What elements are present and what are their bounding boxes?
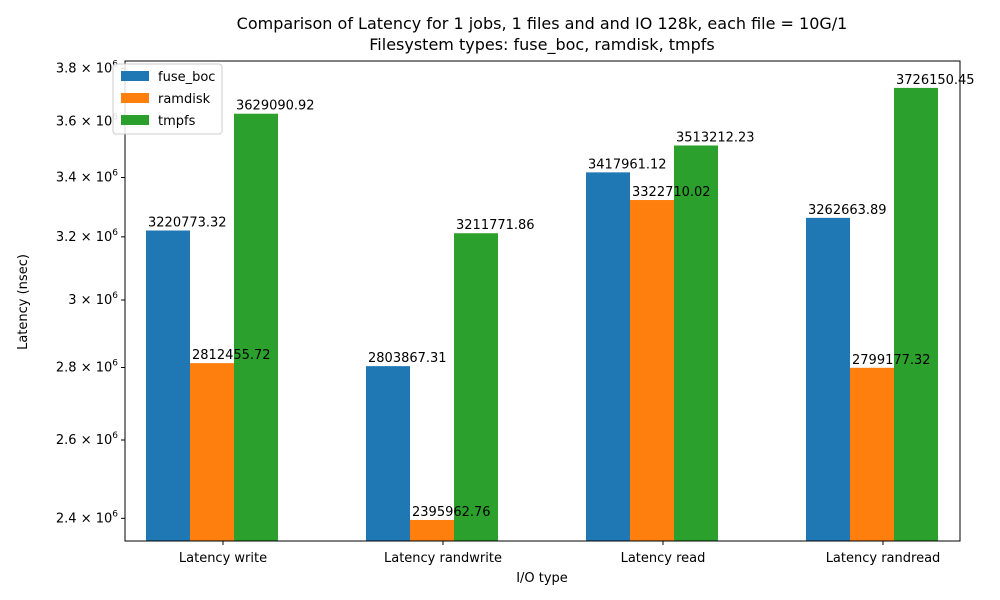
y-tick-label: 3 × 106: [68, 291, 118, 308]
y-tick-label: 3.8 × 106: [56, 60, 118, 77]
bar-ramdisk: [850, 367, 894, 541]
legend-swatch-tmpfs: [121, 115, 149, 125]
y-tick-label: 2.6 × 106: [56, 431, 118, 448]
bar-value-label: 3262663.89: [808, 203, 887, 218]
legend-label-fuse_boc: fuse_boc: [158, 70, 215, 85]
bar-value-label: 3322710.02: [632, 185, 711, 200]
bar-value-label: 2799177.32: [852, 353, 931, 368]
legend-label-ramdisk: ramdisk: [158, 92, 211, 107]
bar-value-label: 2395962.76: [412, 505, 491, 520]
y-tick-label: 3.6 × 106: [56, 113, 118, 130]
bars-group: [146, 87, 938, 542]
y-tick-label: 2.4 × 106: [56, 509, 118, 526]
bar-tmpfs: [454, 233, 498, 541]
y-tick-label: 2.8 × 106: [56, 358, 118, 375]
chart-title-line2: Filesystem types: fuse_boc, ramdisk, tmp…: [369, 35, 714, 55]
x-axis-label: I/O type: [516, 571, 568, 586]
plot-frame: [124, 60, 961, 542]
bar-ramdisk: [630, 200, 674, 541]
bar-value-label: 3726150.45: [896, 73, 975, 88]
bar-value-label: 3220773.32: [148, 216, 227, 231]
bar-value-label: 3629090.92: [236, 99, 315, 114]
x-axis: Latency write Latency randwrite Latency re…: [179, 541, 940, 566]
legend-swatch-fuse_boc: [121, 71, 149, 81]
bar-value-label: 3513212.23: [676, 130, 755, 145]
bar-value-label: 2803867.31: [368, 351, 447, 366]
bar-fuse_boc: [586, 172, 630, 542]
legend-swatch-ramdisk: [121, 93, 149, 103]
bar-ramdisk: [410, 519, 454, 541]
x-tick-label: Latency write: [179, 551, 267, 566]
x-tick-label: Latency read: [621, 551, 706, 566]
y-tick-label: 3.2 × 106: [56, 228, 118, 245]
y-axis-label: Latency (nsec): [16, 254, 31, 350]
bar-value-label: 3417961.12: [588, 157, 667, 172]
bar-fuse_boc: [806, 217, 850, 541]
legend-label-tmpfs: tmpfs: [158, 114, 196, 129]
x-tick-label: Latency randread: [826, 551, 941, 566]
chart-title-line1: Comparison of Latency for 1 jobs, 1 file…: [237, 14, 848, 33]
bar-fuse_boc: [146, 230, 190, 541]
bar-value-label: 3211771.86: [456, 218, 535, 233]
y-tick-label: 3.4 × 106: [56, 169, 118, 186]
bar-ramdisk: [190, 363, 234, 541]
bar-fuse_boc: [366, 366, 410, 541]
bar-labels-group: 3220773.32 2812455.72 3629090.92 2803867.31…: [148, 73, 975, 520]
y-axis: 2.4 × 106 2.6 × 106 2.8 × 106 3 × 106 3.2 × …: [56, 60, 125, 526]
x-tick-label: Latency randwrite: [384, 551, 502, 566]
bar-tmpfs: [234, 113, 278, 541]
bar-tmpfs: [894, 87, 938, 541]
bar-tmpfs: [674, 145, 718, 541]
bar-value-label: 2812455.72: [192, 348, 271, 363]
